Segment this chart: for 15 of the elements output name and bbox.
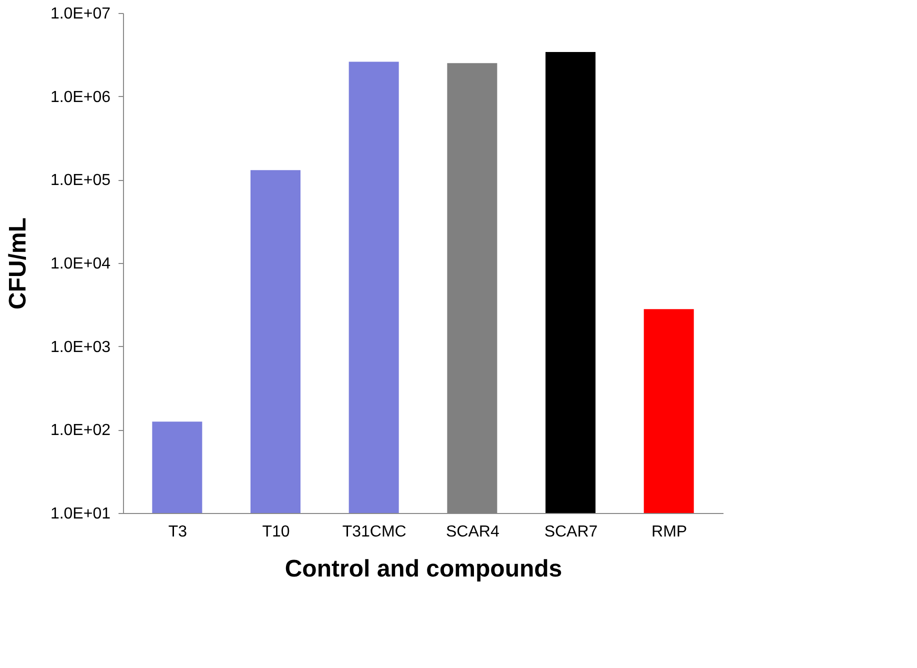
y-tick-label: 1.0E+04 [50, 256, 111, 272]
x-tick-label: T10 [262, 524, 290, 540]
x-tick-label: RMP [652, 524, 688, 540]
x-tick-label: SCAR4 [446, 524, 500, 540]
y-tick-label: 1.0E+07 [50, 6, 111, 22]
y-tick-label: 1.0E+01 [50, 506, 111, 522]
y-tick-label: 1.0E+02 [50, 422, 111, 440]
y-axis-title: CFU/mL [4, 218, 32, 310]
x-tick-label: T31CMC [342, 524, 406, 540]
x-axis-title: Control and compounds [284, 556, 562, 582]
y-tick-label: 1.0E+03 [50, 338, 111, 356]
x-tick-label: T3 [168, 524, 188, 540]
y-tick-label: 1.0E+06 [50, 88, 111, 106]
x-tick-label: SCAR7 [544, 524, 598, 540]
y-tick-label: 1.0E+05 [50, 172, 111, 190]
